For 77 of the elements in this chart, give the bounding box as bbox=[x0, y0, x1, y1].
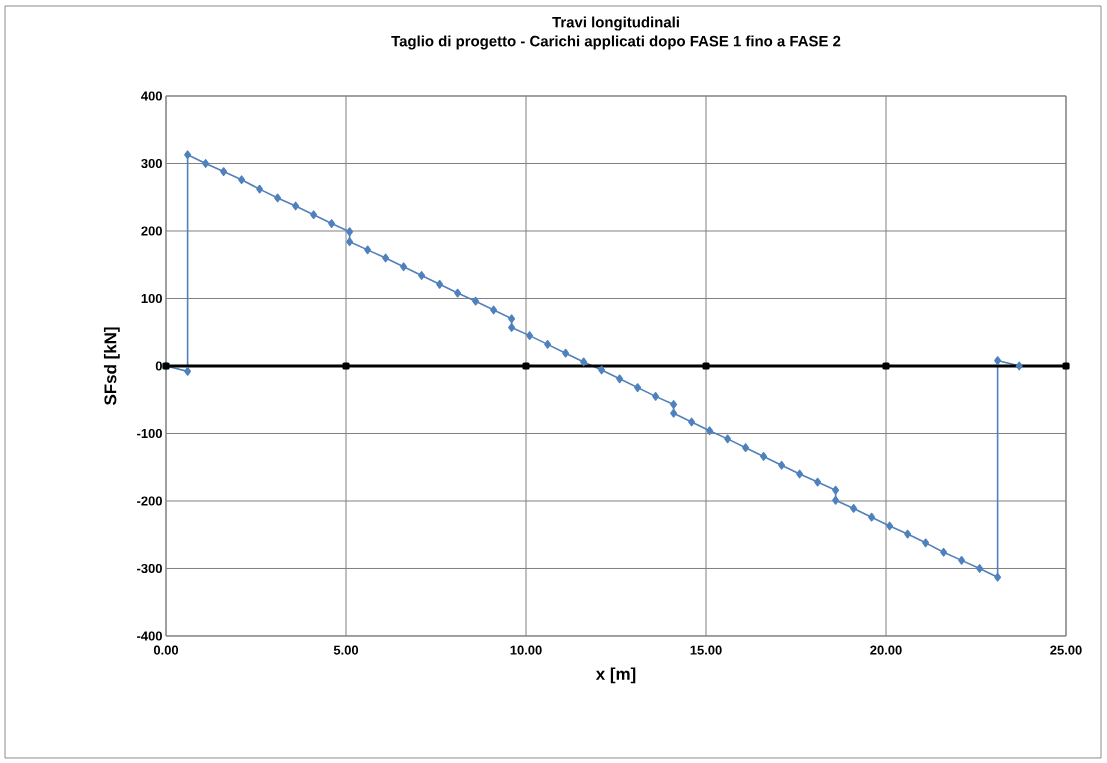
point bbox=[652, 391, 660, 401]
x-tick-label: 20.00 bbox=[870, 645, 902, 655]
point bbox=[202, 159, 210, 168]
point bbox=[850, 504, 858, 513]
point bbox=[702, 362, 710, 370]
point bbox=[706, 426, 714, 436]
point bbox=[634, 383, 642, 392]
point bbox=[1015, 361, 1023, 371]
point bbox=[292, 201, 300, 211]
point bbox=[814, 477, 822, 487]
point bbox=[742, 443, 750, 453]
point bbox=[238, 175, 246, 185]
point bbox=[418, 271, 426, 280]
x-tick-label: 15.00 bbox=[690, 645, 722, 655]
x-tick-label: 25.00 bbox=[1050, 645, 1082, 655]
point bbox=[544, 340, 552, 349]
point bbox=[472, 296, 480, 306]
point bbox=[688, 417, 696, 427]
point bbox=[958, 556, 966, 565]
point bbox=[346, 237, 354, 247]
point bbox=[832, 495, 840, 505]
point bbox=[328, 219, 336, 228]
point bbox=[256, 184, 264, 194]
y-tick-label: 200 bbox=[141, 226, 162, 236]
point bbox=[346, 227, 354, 237]
x-tick-label: 10.00 bbox=[510, 645, 542, 655]
point bbox=[922, 538, 930, 548]
y-tick-label: 100 bbox=[141, 293, 162, 304]
point bbox=[400, 262, 408, 272]
chart-subtitle: Taglio di progetto - Carichi applicati dopo FASE 1 fino a FASE 2 bbox=[391, 35, 841, 50]
y-tick-label: 0 bbox=[155, 361, 162, 371]
point bbox=[994, 572, 1002, 582]
point bbox=[436, 279, 444, 289]
point bbox=[508, 323, 516, 332]
point bbox=[904, 529, 912, 539]
y-tick-label: 300 bbox=[141, 158, 162, 169]
point bbox=[778, 460, 786, 470]
point bbox=[454, 288, 462, 298]
chart-title: Travi longitudinali bbox=[552, 16, 679, 31]
point bbox=[220, 167, 228, 176]
x-tick-label: 0.00 bbox=[153, 645, 179, 655]
x-axis-title: x [m] bbox=[595, 667, 636, 684]
point bbox=[274, 193, 282, 203]
y-axis-title: SFsd [kN] bbox=[103, 327, 120, 406]
y-tick-label: -300 bbox=[137, 563, 162, 574]
point bbox=[382, 253, 390, 263]
point bbox=[598, 365, 606, 375]
point bbox=[832, 485, 840, 495]
point bbox=[364, 245, 372, 255]
point bbox=[886, 521, 894, 531]
point bbox=[580, 357, 588, 367]
point bbox=[994, 356, 1002, 365]
point bbox=[1062, 362, 1070, 370]
point bbox=[342, 362, 350, 370]
y-tick-label: -100 bbox=[137, 428, 162, 439]
point bbox=[616, 374, 624, 384]
point bbox=[184, 150, 192, 160]
y-tick-label: -400 bbox=[137, 631, 162, 641]
point bbox=[724, 434, 732, 444]
point bbox=[940, 547, 948, 557]
point bbox=[526, 331, 534, 340]
point bbox=[562, 348, 570, 358]
point bbox=[882, 362, 890, 370]
point bbox=[670, 408, 678, 418]
point bbox=[976, 564, 984, 573]
point bbox=[760, 452, 768, 461]
point bbox=[184, 367, 192, 376]
point bbox=[796, 469, 804, 479]
point bbox=[868, 512, 876, 522]
y-tick-label: 400 bbox=[141, 91, 162, 101]
point bbox=[310, 210, 318, 220]
point bbox=[508, 314, 516, 324]
x-tick-label: 5.00 bbox=[333, 645, 359, 655]
point bbox=[670, 400, 678, 409]
point bbox=[490, 305, 498, 315]
point bbox=[522, 362, 530, 370]
y-tick-label: -200 bbox=[137, 496, 162, 506]
